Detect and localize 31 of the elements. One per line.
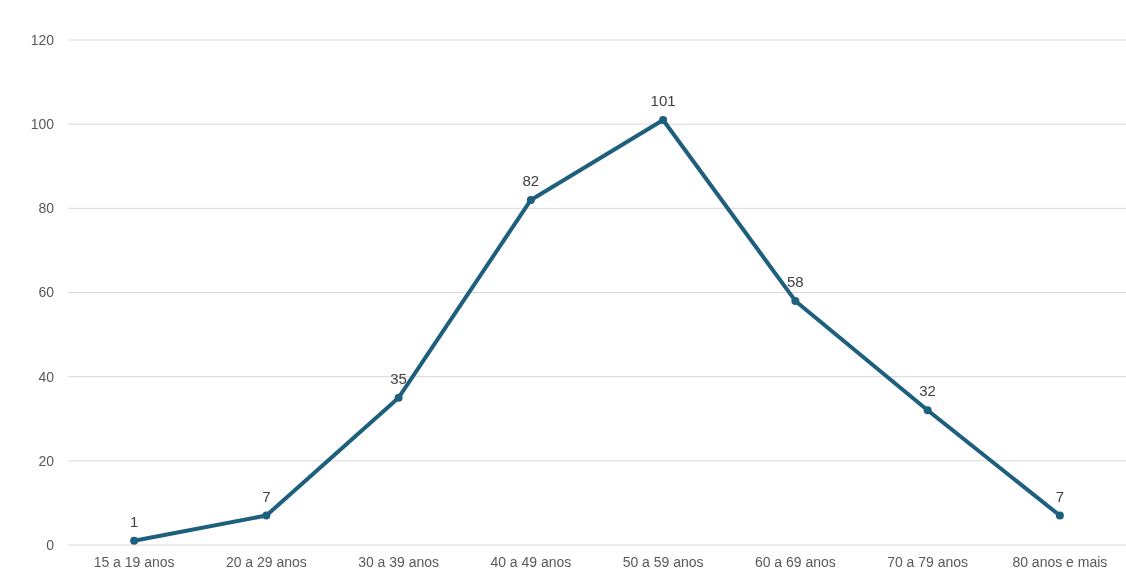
y-tick-label: 60 bbox=[38, 284, 55, 301]
point bbox=[791, 296, 800, 305]
data-label: 32 bbox=[919, 382, 936, 400]
y-tick-label: 40 bbox=[38, 368, 55, 385]
data-label: 1 bbox=[129, 512, 139, 530]
x-tick-label: 80 anos e mais bbox=[1012, 553, 1108, 570]
x-tick-label: 70 a 79 anos bbox=[887, 553, 969, 570]
point bbox=[130, 536, 139, 545]
point bbox=[923, 406, 932, 415]
data-label: 82 bbox=[522, 171, 540, 189]
data-label: 7 bbox=[262, 487, 271, 505]
y-tick-label: 0 bbox=[46, 536, 55, 553]
y-tick-label: 120 bbox=[30, 31, 55, 48]
y-tick-label: 20 bbox=[38, 452, 55, 469]
point bbox=[659, 115, 668, 124]
x-tick-label: 50 a 59 anos bbox=[622, 553, 704, 570]
point bbox=[1055, 511, 1064, 520]
x-tick-label: 60 a 69 anos bbox=[754, 553, 836, 570]
x-tick-label: 15 a 19 anos bbox=[93, 553, 175, 570]
y-tick-label: 80 bbox=[38, 200, 55, 217]
x-tick-label: 20 a 29 anos bbox=[225, 553, 307, 570]
x-tick-label: 30 a 39 anos bbox=[358, 553, 440, 570]
x-tick-label: 40 a 49 anos bbox=[490, 553, 572, 570]
data-label: 101 bbox=[650, 91, 676, 109]
point bbox=[262, 511, 271, 520]
point bbox=[394, 393, 403, 402]
data-label: 58 bbox=[787, 272, 804, 290]
data-label: 7 bbox=[1055, 487, 1065, 505]
data-label: 35 bbox=[390, 369, 407, 387]
y-tick-label: 100 bbox=[30, 116, 55, 133]
point bbox=[526, 195, 535, 204]
